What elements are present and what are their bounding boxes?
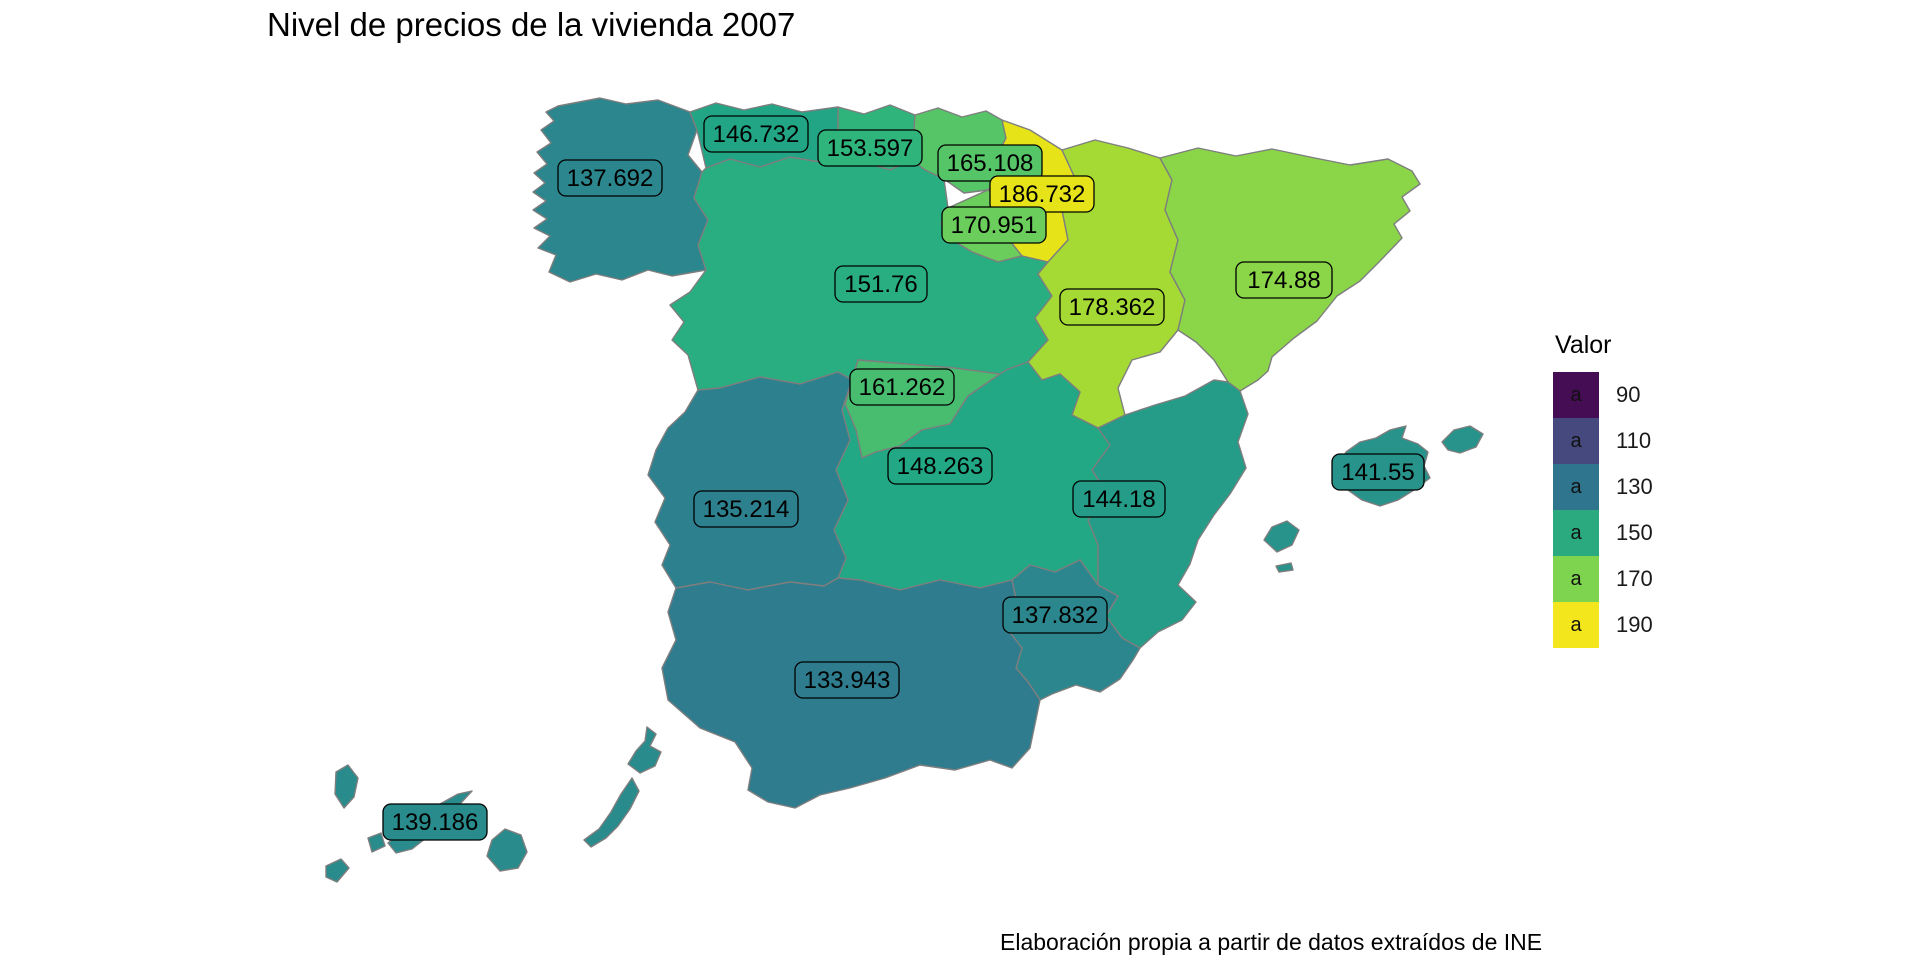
value-label-box bbox=[382, 803, 488, 841]
legend-key-glyph: a bbox=[1570, 383, 1582, 406]
map-regions bbox=[325, 97, 1484, 883]
chart-caption: Elaboración propia a partir de datos ext… bbox=[1000, 929, 1543, 955]
value-label-cataluna: 174.88 bbox=[1235, 261, 1333, 299]
legend-swatch: a bbox=[1553, 602, 1599, 648]
value-label-box bbox=[693, 490, 799, 528]
value-label-text: 161.262 bbox=[859, 374, 946, 401]
legend-key-glyph: a bbox=[1570, 613, 1582, 636]
value-label-box bbox=[1059, 288, 1165, 326]
value-label-aragon: 178.362 bbox=[1059, 288, 1165, 326]
value-label-box bbox=[703, 115, 809, 153]
value-label-box bbox=[817, 129, 923, 167]
value-label-text: 135.214 bbox=[703, 496, 790, 523]
legend-key-glyph: a bbox=[1570, 567, 1582, 590]
value-label-box bbox=[887, 447, 993, 485]
legend-entry-label: 150 bbox=[1616, 520, 1653, 545]
value-label-text: 139.186 bbox=[392, 809, 479, 836]
value-label-asturias: 146.732 bbox=[703, 115, 809, 153]
value-label-box bbox=[1331, 453, 1425, 491]
value-label-box bbox=[1235, 261, 1333, 299]
value-label-castilla-y-leon: 151.76 bbox=[834, 265, 928, 303]
value-label-canarias: 139.186 bbox=[382, 803, 488, 841]
legend-entry-label: 130 bbox=[1616, 474, 1653, 499]
value-label-andalucia: 133.943 bbox=[794, 661, 900, 699]
value-label-murcia: 137.832 bbox=[1002, 596, 1108, 634]
value-label-text: 165.108 bbox=[947, 150, 1034, 177]
value-label-box bbox=[849, 368, 955, 406]
legend-entry: a 110 bbox=[1553, 418, 1653, 464]
value-label-box bbox=[834, 265, 928, 303]
region-canarias bbox=[325, 726, 662, 883]
legend-entry: a 130 bbox=[1553, 464, 1653, 510]
legend-entry-label: 90 bbox=[1616, 382, 1641, 407]
legend: Valor a 90 a 110 a 130 a 150 a 170 a 190 bbox=[1553, 331, 1653, 648]
value-label-text: 170.951 bbox=[951, 212, 1038, 239]
value-label-text: 148.263 bbox=[897, 453, 984, 480]
value-label-box bbox=[557, 159, 663, 197]
legend-key-glyph: a bbox=[1570, 429, 1582, 452]
value-label-extremadura: 135.214 bbox=[693, 490, 799, 528]
region-extremadura bbox=[647, 371, 853, 591]
value-label-box bbox=[794, 661, 900, 699]
value-label-text: 186.732 bbox=[999, 181, 1086, 208]
value-label-text: 141.55 bbox=[1341, 459, 1414, 486]
value-label-text: 178.362 bbox=[1069, 294, 1156, 321]
legend-swatch: a bbox=[1553, 464, 1599, 510]
value-label-text: 151.76 bbox=[844, 271, 917, 298]
region-islas-baleares bbox=[1263, 425, 1484, 573]
value-label-comunidad-valenciana: 144.18 bbox=[1072, 480, 1166, 518]
value-label-islas-baleares: 141.55 bbox=[1331, 453, 1425, 491]
page-title: Nivel de precios de la vivienda 2007 bbox=[267, 6, 796, 43]
value-label-castilla-la-mancha: 148.263 bbox=[887, 447, 993, 485]
legend-key-glyph: a bbox=[1570, 521, 1582, 544]
value-label-text: 144.18 bbox=[1082, 486, 1155, 513]
legend-swatch: a bbox=[1553, 418, 1599, 464]
value-label-text: 137.832 bbox=[1012, 602, 1099, 629]
legend-swatch: a bbox=[1553, 372, 1599, 418]
legend-entry: a 90 bbox=[1553, 372, 1653, 418]
legend-entry-label: 170 bbox=[1616, 566, 1653, 591]
value-label-text: 137.692 bbox=[567, 165, 654, 192]
value-label-madrid: 161.262 bbox=[849, 368, 955, 406]
value-label-cantabria: 153.597 bbox=[817, 129, 923, 167]
value-label-text: 133.943 bbox=[804, 667, 891, 694]
value-label-pais-vasco: 165.108 bbox=[937, 144, 1043, 182]
value-label-text: 174.88 bbox=[1247, 267, 1320, 294]
legend-key-glyph: a bbox=[1570, 475, 1582, 498]
value-label-text: 146.732 bbox=[713, 121, 800, 148]
legend-entry-label: 110 bbox=[1616, 428, 1652, 453]
legend-entry: a 190 bbox=[1553, 602, 1653, 648]
legend-swatch: a bbox=[1553, 510, 1599, 556]
value-label-galicia: 137.692 bbox=[557, 159, 663, 197]
legend-title: Valor bbox=[1555, 331, 1612, 359]
value-label-box bbox=[1072, 480, 1166, 518]
map-value-labels: 137.692 146.732 153.597 165.108 186.732 … bbox=[382, 115, 1425, 841]
value-label-la-rioja: 170.951 bbox=[941, 206, 1047, 244]
legend-entry: a 150 bbox=[1553, 510, 1653, 556]
legend-entry: a 170 bbox=[1553, 556, 1653, 602]
legend-entry-label: 190 bbox=[1616, 612, 1653, 637]
value-label-text: 153.597 bbox=[827, 135, 914, 162]
value-label-box bbox=[1002, 596, 1108, 634]
legend-swatch: a bbox=[1553, 556, 1599, 602]
value-label-box bbox=[941, 206, 1047, 244]
